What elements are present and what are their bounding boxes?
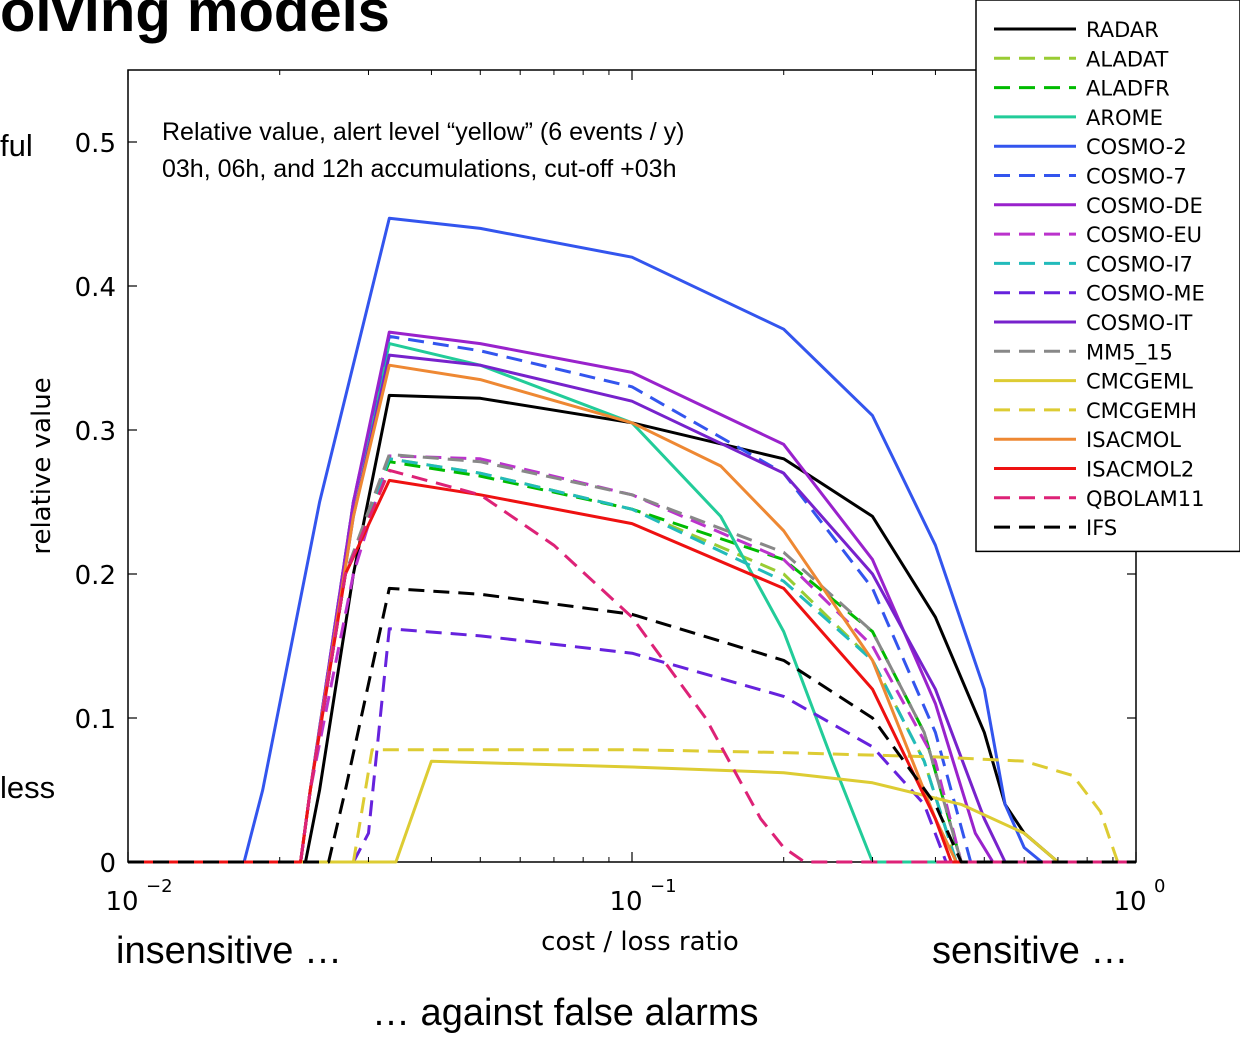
x-axis-label: cost / loss ratio — [541, 927, 739, 957]
chart-annotation-line: Relative value, alert level “yellow” (6 … — [162, 118, 684, 146]
y-axis-label: relative value — [27, 377, 57, 554]
legend-label-radar: RADAR — [1086, 18, 1159, 42]
series-line-cosmo-2 — [128, 216, 1136, 864]
legend-label-cosmo-de: COSMO-DE — [1086, 194, 1203, 218]
legend-label-qbolam11: QBOLAM11 — [1086, 487, 1204, 511]
caption-false-alarms: … against false alarms — [372, 992, 759, 1034]
x-tick-label-exponent: 0 — [1154, 876, 1165, 897]
series-line-ifs — [128, 586, 1136, 864]
legend-label-isacmol2: ISACMOL2 — [1086, 458, 1194, 482]
caption-sensitive: sensitive … — [932, 930, 1129, 972]
series-layer — [128, 216, 1136, 864]
series-line-cosmo-me — [128, 627, 1136, 864]
x-tick-label: 10 — [609, 887, 642, 917]
slide-title: olving models — [0, 0, 390, 44]
y-tick-label: 0.5 — [75, 129, 116, 159]
x-tick-label: 10 — [1113, 887, 1146, 917]
legend-label-cmcgeml: CMCGEML — [1086, 370, 1193, 394]
legend-label-aladat: ALADAT — [1086, 47, 1168, 71]
chart-annotation-line: 03h, 06h, and 12h accumulations, cut-off… — [162, 155, 677, 183]
series-line-cmcgeml — [128, 759, 1136, 864]
legend: RADAR ALADAT ALADFR AROME COSMO-2 COSMO-7 COSM… — [975, 0, 1240, 553]
annotation-layer: Relative value, alert level “yellow” (6 … — [162, 118, 684, 183]
y-tick-label: 0.2 — [75, 561, 116, 591]
y-tick-label: 0 — [99, 849, 116, 879]
legend-label-cosmo-eu: COSMO-EU — [1086, 223, 1202, 247]
series-line-radar — [128, 393, 1136, 864]
legend-label-cosmo-me: COSMO-ME — [1086, 282, 1205, 306]
y-tick-label: 0.1 — [75, 705, 116, 735]
legend-label-isacmol: ISACMOL — [1086, 428, 1181, 452]
y-tick-label: 0.4 — [75, 273, 116, 303]
legend-label-arome: AROME — [1086, 106, 1163, 130]
legend-label-cosmo-7: COSMO-7 — [1086, 165, 1187, 189]
series-line-cmcgemh — [128, 748, 1136, 864]
side-text-top: ful — [0, 128, 33, 163]
caption-insensitive: insensitive … — [116, 930, 342, 972]
legend-label-cosmo-i7: COSMO-I7 — [1086, 252, 1193, 276]
legend-label-cosmo-it: COSMO-IT — [1086, 311, 1193, 335]
legend-box — [975, 0, 1240, 553]
side-text-bottom: less — [0, 770, 56, 805]
legend-label-ifs: IFS — [1086, 516, 1117, 540]
x-tick-label: 10 — [105, 887, 138, 917]
legend-label-aladfr: ALADFR — [1086, 77, 1170, 101]
y-tick-label: 0.3 — [75, 417, 116, 447]
x-tick-label-exponent: −2 — [146, 876, 173, 897]
axis-layer: 0 0.1 0.2 0.3 0.4 0.5 10 −2 10 −1 10 0 cost / loss r… — [27, 70, 1165, 957]
legend-label-mm5-15: MM5_15 — [1086, 340, 1173, 365]
legend-label-cmcgemh: CMCGEMH — [1086, 399, 1197, 423]
legend-label-cosmo-2: COSMO-2 — [1086, 135, 1187, 159]
series-line-qbolam11 — [128, 468, 1136, 864]
x-tick-label-exponent: −1 — [650, 876, 677, 897]
plot-area — [127, 69, 1137, 863]
